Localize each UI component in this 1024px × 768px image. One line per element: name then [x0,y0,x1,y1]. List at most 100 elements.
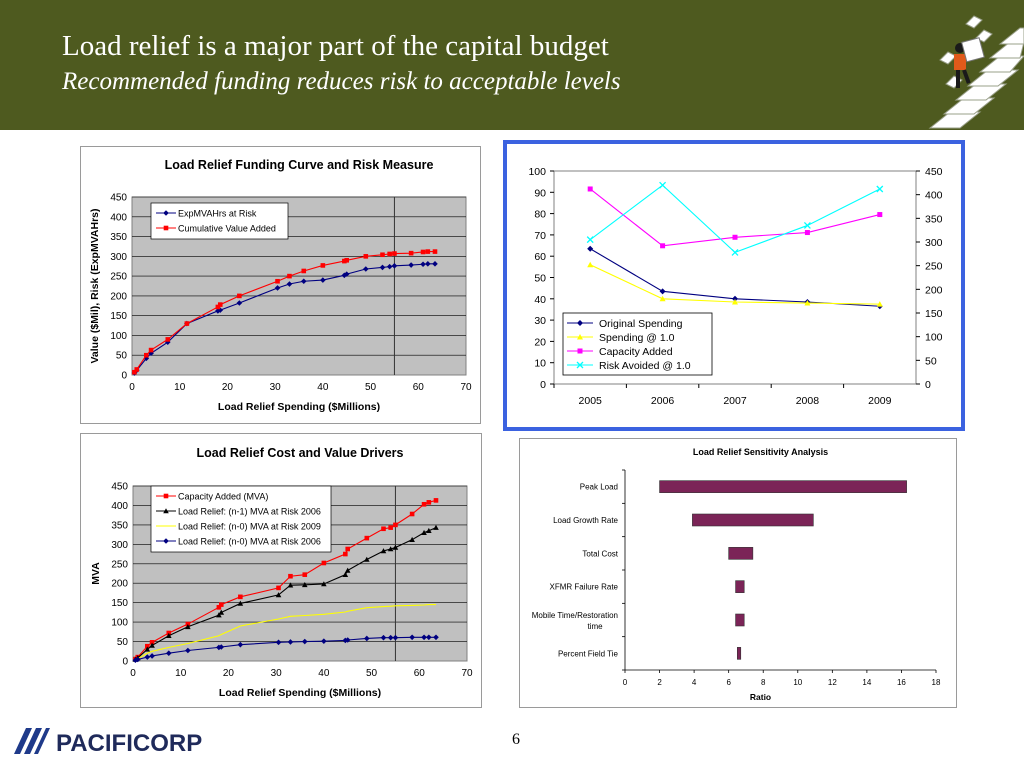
y-left-tick-label: 10 [534,358,546,370]
y-right-tick-label: 200 [925,284,943,296]
data-point [321,581,327,587]
y-right-tick-label: 50 [925,355,937,367]
legend-label: ExpMVAHrs at Risk [178,209,257,219]
data-point [392,634,399,641]
sensitivity-bar [659,480,907,493]
y-tick-label: 300 [111,540,128,551]
highlighted-annual-chart-frame: 0 10 20 30 40 50 60 70 80 90 100 0 50 100 150 200 250 300… [503,140,965,431]
y-right-tick-label: 150 [925,308,943,320]
data-point [587,261,594,268]
y-tick-label: 400 [110,212,127,223]
data-point [143,355,150,362]
data-point [421,529,427,535]
data-point [320,277,326,283]
y-left-tick-label: 50 [534,273,546,285]
annual-risk-chart-svg: 0 10 20 30 40 50 60 70 80 90 100 0 50 100 150 200 250 300… [528,166,943,407]
data-point [343,551,348,557]
x-tick-label: 10 [793,678,802,687]
x-tick-label: 70 [461,668,473,679]
data-point [877,212,883,218]
y-tick-label: 250 [111,559,128,570]
data-point [237,293,242,299]
y-axis-label: Value ($Mil), Risk (ExpMVAHrs) [89,208,101,363]
y-left-tick-label: 0 [540,379,546,391]
data-point [409,634,415,641]
data-point [275,592,282,598]
legend-label: Spending @ 1.0 [599,332,675,344]
x-tick-label: 16 [897,678,906,687]
series-line [135,604,436,661]
data-point [731,248,739,256]
x-tick-label: 2005 [579,395,603,407]
data-point [275,639,282,646]
legend-label: Load Relief: (n-1) MVA at Risk 2006 [178,507,321,517]
legend-marker [577,320,583,326]
logo-mark-icon [14,728,50,754]
legend-box [150,202,289,240]
data-point [392,251,397,256]
data-point [408,250,414,256]
sensitivity-bar [737,647,742,660]
data-point [144,654,151,660]
category-label: Percent Field Tie [558,649,619,658]
data-point [421,634,427,641]
x-tick-label: 2007 [723,395,747,407]
data-point [165,650,172,657]
x-tick-label: 0 [623,678,628,687]
x-tick-label: 0 [129,382,135,393]
data-point [364,635,370,642]
data-point [237,641,244,648]
legend-label: Original Spending [599,318,683,330]
y-tick-label: 200 [111,579,128,590]
category-label: XFMR Failure Rate [550,583,619,592]
legend-marker [577,348,583,354]
data-point [421,501,427,507]
data-point [433,498,439,503]
data-point [660,243,666,249]
x-tick-label: 10 [175,668,187,679]
chart-title: Load Relief Funding Curve and Risk Measu… [165,158,434,172]
x-tick-label: 30 [270,382,282,393]
data-point [876,185,884,193]
x-tick-label: 18 [932,678,941,687]
y-tick-label: 0 [122,657,128,668]
y-right-tick-label: 100 [925,332,943,344]
data-point [420,261,426,268]
y-tick-label: 350 [110,232,127,243]
sensitivity-analysis-svg: Load Relief Sensitivity Analysis 0 2 4 6 8 10 1… [532,447,941,702]
legend-marker [163,225,169,231]
data-point [237,600,244,606]
legend-marker [163,493,169,499]
data-point [426,527,432,534]
y-tick-label: 450 [111,482,128,493]
y-tick-label: 300 [110,252,127,263]
funding-curve-svg: Load Relief Funding Curve and Risk Measu… [89,158,472,413]
data-point [218,609,225,615]
x-tick-label: 2006 [651,395,675,407]
y-tick-label: 400 [111,501,128,512]
x-tick-label: 40 [318,668,330,679]
y-right-tick-label: 400 [925,190,943,202]
y-left-tick-label: 100 [528,166,546,178]
y-left-tick-label: 70 [534,230,546,242]
sensitivity-bar [735,580,745,593]
data-point [217,302,223,307]
data-point [433,524,439,530]
data-point [432,249,438,254]
data-point [341,272,348,279]
legend-label: Load Relief: (n-0) MVA at Risk 2006 [178,537,321,547]
data-point [301,638,308,645]
legend-box [150,485,332,553]
data-point [342,258,347,264]
x-tick-label: 4 [692,678,697,687]
data-point [344,257,350,263]
data-point [391,263,398,269]
legend-label: Load Relief: (n-0) MVA at Risk 2009 [178,522,321,532]
legend-label: Capacity Added (MVA) [178,492,268,502]
category-label: Peak Load [580,483,618,492]
slide-title: Load relief is a major part of the capit… [62,30,609,62]
data-point [426,634,432,641]
data-point [343,271,350,277]
x-tick-label: 0 [130,668,136,679]
data-point [387,546,394,552]
